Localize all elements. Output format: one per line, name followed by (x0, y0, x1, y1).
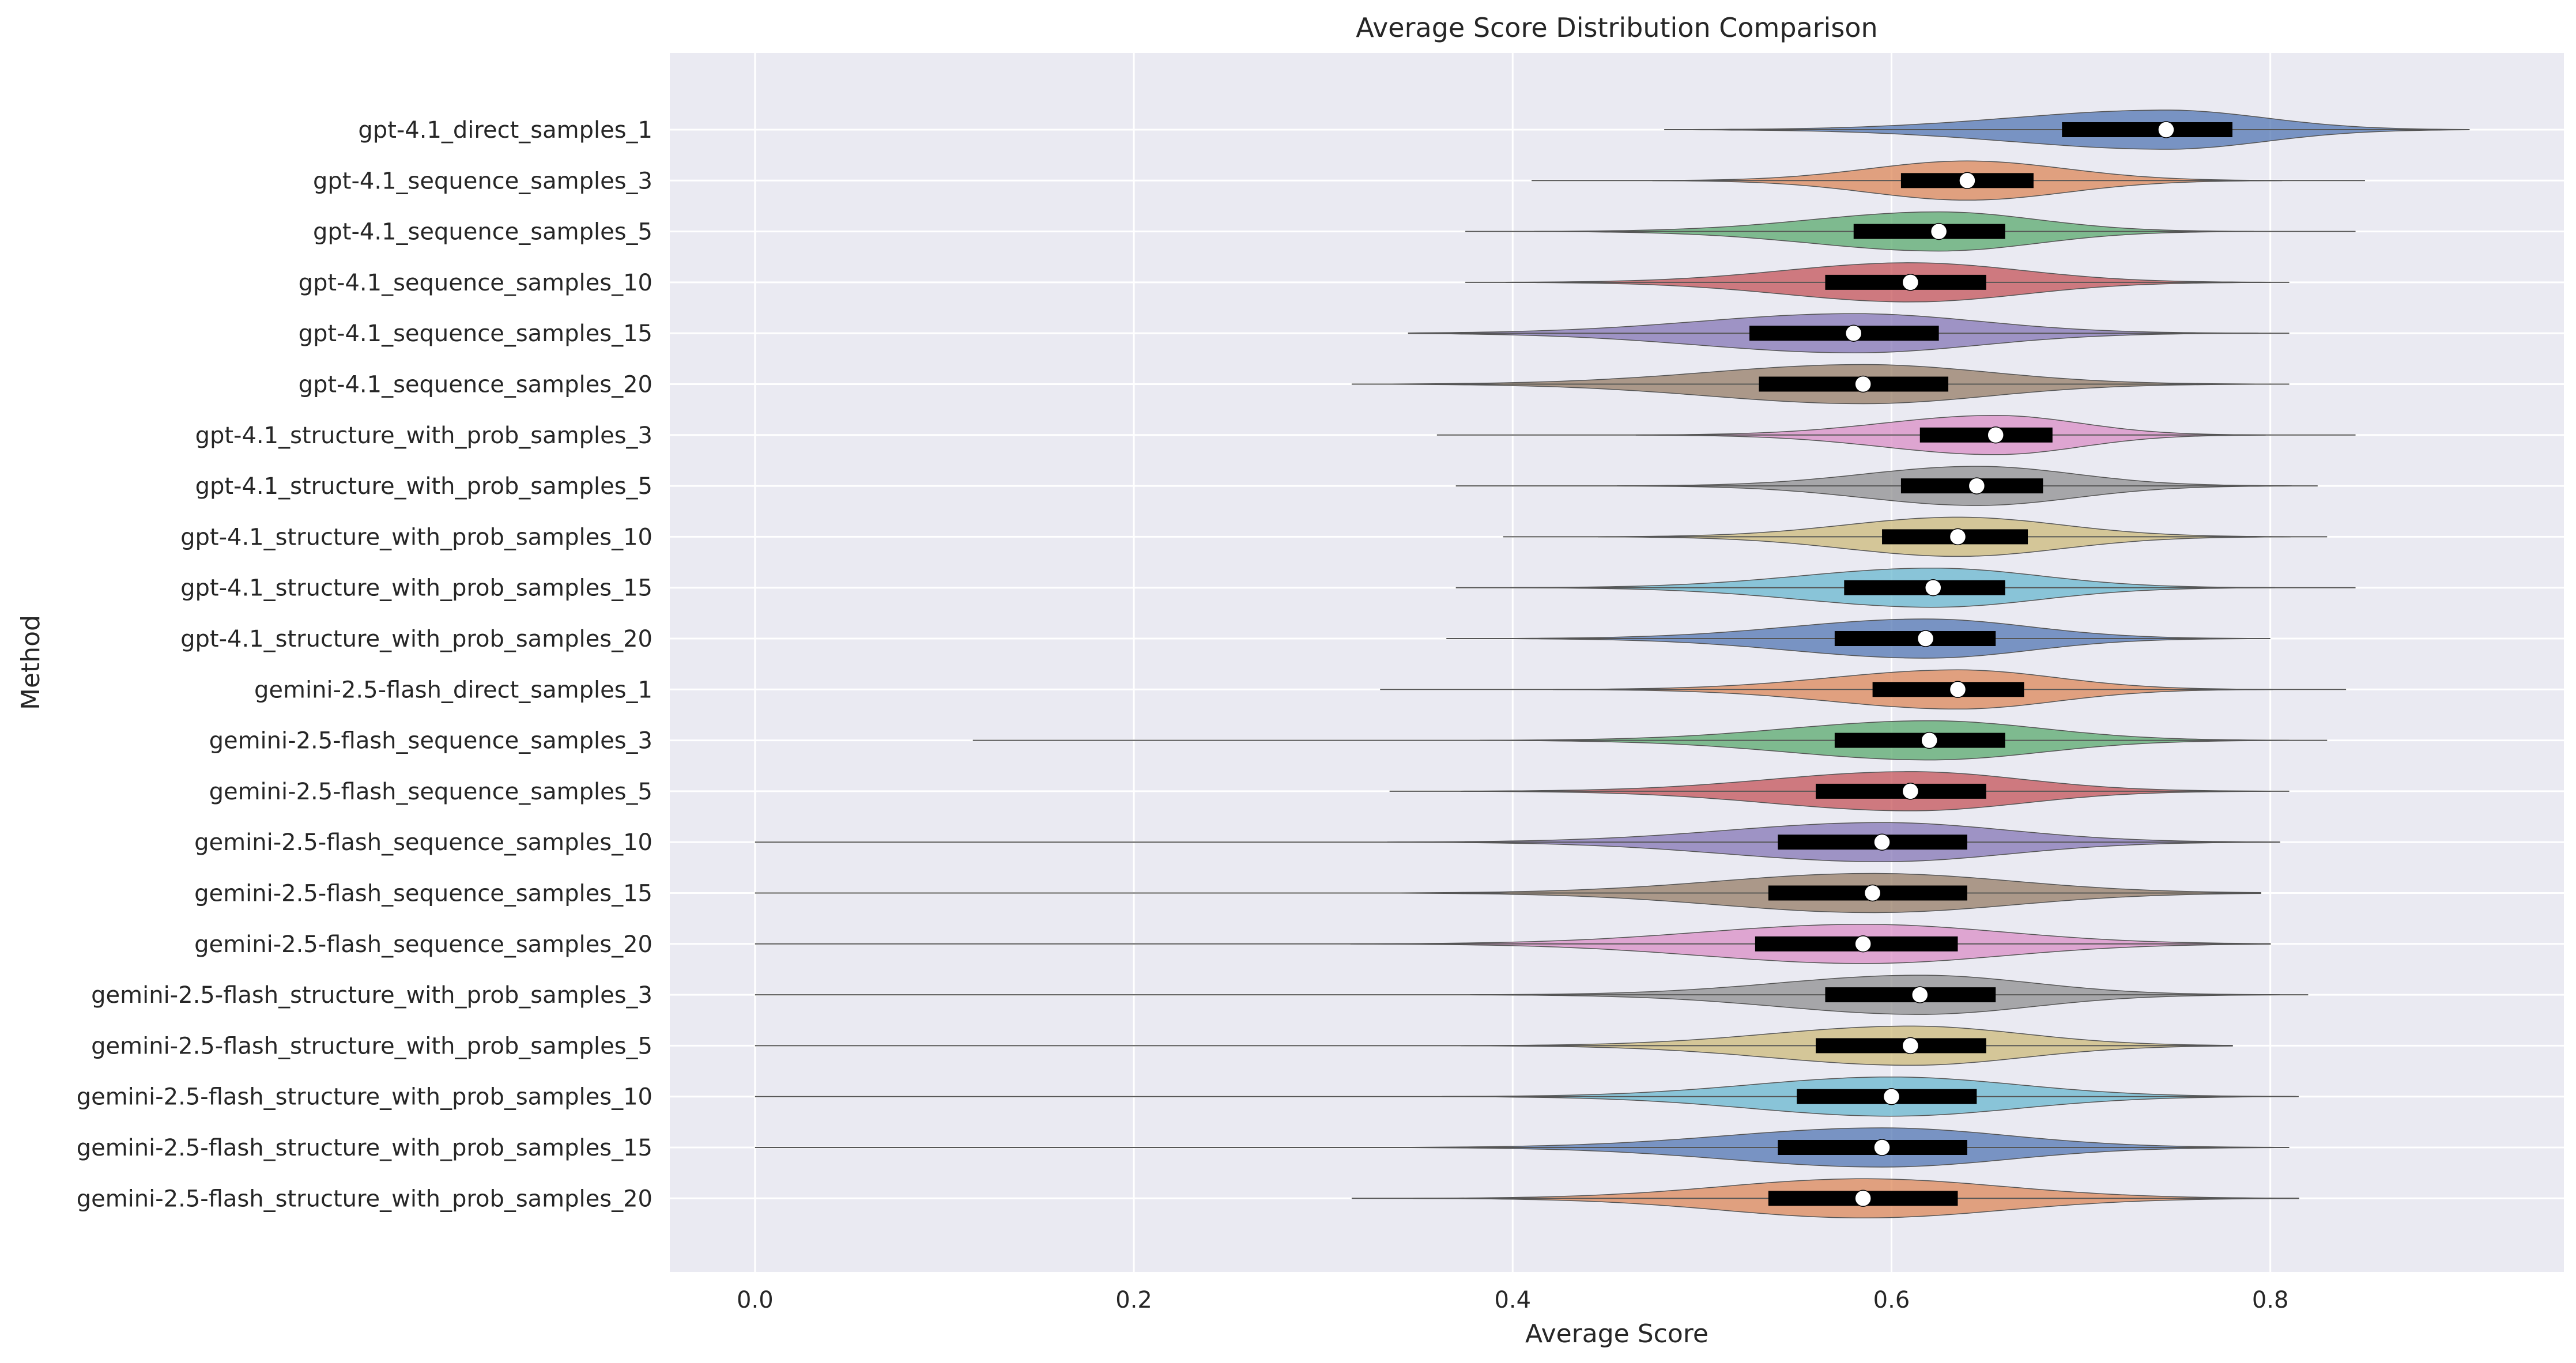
x-tick-label: 0.6 (1873, 1287, 1910, 1313)
iqr-box (1834, 733, 2005, 748)
violin-gemini-2.5-flash_structure_with_prob_samples_3 (755, 975, 2309, 1015)
median-marker (1911, 986, 1929, 1003)
y-tick-label: gemini-2.5-flash_sequence_samples_10 (194, 829, 653, 856)
median-marker (1854, 935, 1872, 953)
x-tick-label: 0.8 (2252, 1287, 2289, 1313)
x-axis-label: Average Score (1525, 1319, 1708, 1349)
x-tick-label: 0.4 (1494, 1287, 1531, 1313)
y-tick-label: gemini-2.5-flash_structure_with_prob_sam… (77, 1135, 653, 1161)
violin-gpt-4.1_sequence_samples_20 (1351, 364, 2290, 405)
y-tick-label: gpt-4.1_direct_samples_1 (358, 117, 653, 144)
iqr-box (1919, 427, 2053, 443)
x-axis-ticks: 0.0 0.2 0.4 0.6 0.8 (737, 1287, 2288, 1313)
x-tick-label: 0.2 (1115, 1287, 1152, 1313)
plot-area (670, 53, 2564, 1272)
median-marker (1959, 172, 1976, 190)
y-tick-label: gpt-4.1_sequence_samples_3 (313, 168, 653, 194)
iqr-box (2062, 122, 2232, 137)
y-tick-label: gemini-2.5-flash_sequence_samples_3 (209, 728, 653, 754)
y-tick-label: gpt-4.1_structure_with_prob_samples_10 (180, 524, 653, 550)
median-marker (1854, 375, 1872, 393)
y-tick-label: gpt-4.1_sequence_samples_10 (299, 270, 653, 296)
violin-gemini-2.5-flash_structure_with_prob_samples_10 (755, 1076, 2299, 1117)
violin-gemini-2.5-flash_sequence_samples_10 (755, 822, 2280, 862)
iqr-box (1778, 1140, 1967, 1155)
violin-gpt-4.1_structure_with_prob_samples_20 (1446, 618, 2270, 659)
y-tick-label: gemini-2.5-flash_structure_with_prob_sam… (77, 1084, 653, 1111)
violin-gpt-4.1_sequence_samples_5 (1465, 211, 2356, 252)
y-tick-label: gemini-2.5-flash_sequence_samples_15 (194, 881, 653, 907)
y-tick-label: gemini-2.5-flash_structure_with_prob_sam… (91, 982, 653, 1009)
median-marker (1854, 1190, 1872, 1207)
median-marker (1917, 630, 1934, 647)
median-marker (1902, 1037, 1919, 1055)
violin-gpt-4.1_sequence_samples_15 (1408, 313, 2290, 353)
y-tick-label: gpt-4.1_structure_with_prob_samples_5 (195, 473, 653, 500)
median-marker (2158, 121, 2175, 138)
y-axis-ticks: gpt-4.1_direct_samples_1 gpt-4.1_sequence… (77, 117, 653, 1212)
iqr-box (1816, 783, 1986, 799)
median-marker (1873, 833, 1891, 851)
median-marker (1925, 579, 1942, 596)
iqr-box (1816, 1038, 1986, 1054)
iqr-box (1853, 224, 2005, 239)
y-axis-label: Method (16, 615, 46, 710)
violin-gemini-2.5-flash_sequence_samples_15 (755, 873, 2261, 913)
violin-gpt-4.1_structure_with_prob_samples_5 (1455, 466, 2318, 506)
median-marker (1902, 783, 1919, 800)
y-tick-label: gemini-2.5-flash_sequence_samples_5 (209, 779, 653, 805)
violin-gpt-4.1_sequence_samples_3 (1532, 160, 2365, 201)
violin-gpt-4.1_structure_with_prob_samples_10 (1503, 516, 2328, 557)
violin-gemini-2.5-flash_sequence_samples_20 (755, 924, 2271, 964)
y-tick-label: gemini-2.5-flash_sequence_samples_20 (194, 931, 653, 958)
violin-gemini-2.5-flash_structure_with_prob_samples_20 (1351, 1178, 2299, 1219)
y-tick-label: gemini-2.5-flash_structure_with_prob_sam… (91, 1033, 653, 1059)
iqr-box (1825, 987, 1996, 1003)
violin-gpt-4.1_sequence_samples_10 (1465, 262, 2290, 303)
median-marker (1949, 681, 1967, 699)
violin-gemini-2.5-flash_direct_samples_1 (1380, 669, 2347, 710)
iqr-box (1749, 326, 1939, 341)
iqr-box (1844, 580, 2005, 595)
violin-gpt-4.1_direct_samples_1 (1664, 110, 2470, 150)
median-marker (1902, 274, 1919, 291)
y-tick-label: gpt-4.1_sequence_samples_5 (313, 219, 653, 246)
y-tick-label: gpt-4.1_sequence_samples_20 (299, 372, 653, 398)
median-marker (1968, 477, 1986, 494)
violin-gpt-4.1_structure_with_prob_samples_3 (1436, 415, 2356, 455)
chart-title: Average Score Distribution Comparison (1356, 12, 1877, 43)
median-marker (1930, 222, 1948, 240)
iqr-box (1759, 376, 1949, 392)
violin-gpt-4.1_structure_with_prob_samples_15 (1455, 567, 2356, 608)
violin-gemini-2.5-flash_structure_with_prob_samples_5 (755, 1025, 2233, 1066)
iqr-box (1834, 631, 1996, 646)
x-tick-label: 0.0 (737, 1287, 774, 1313)
violins (755, 110, 2470, 1219)
median-marker (1873, 1139, 1891, 1156)
median-marker (1987, 426, 2004, 444)
median-marker (1921, 731, 1938, 749)
y-tick-label: gpt-4.1_structure_with_prob_samples_3 (195, 422, 653, 449)
y-tick-label: gemini-2.5-flash_structure_with_prob_sam… (77, 1185, 653, 1212)
y-tick-label: gemini-2.5-flash_direct_samples_1 (254, 677, 653, 703)
violin-gemini-2.5-flash_structure_with_prob_samples_15 (755, 1127, 2290, 1168)
y-tick-label: gpt-4.1_structure_with_prob_samples_15 (180, 575, 653, 602)
y-tick-label: gpt-4.1_sequence_samples_15 (299, 320, 653, 347)
median-marker (1883, 1088, 1900, 1105)
y-tick-label: gpt-4.1_structure_with_prob_samples_20 (180, 626, 653, 652)
median-marker (1949, 528, 1967, 546)
median-marker (1845, 324, 1862, 342)
iqr-box (1778, 835, 1967, 850)
iqr-box (1872, 682, 2024, 697)
violin-gemini-2.5-flash_sequence_samples_3 (972, 720, 2328, 761)
violin-gemini-2.5-flash_sequence_samples_5 (1389, 771, 2290, 811)
median-marker (1864, 884, 1881, 902)
